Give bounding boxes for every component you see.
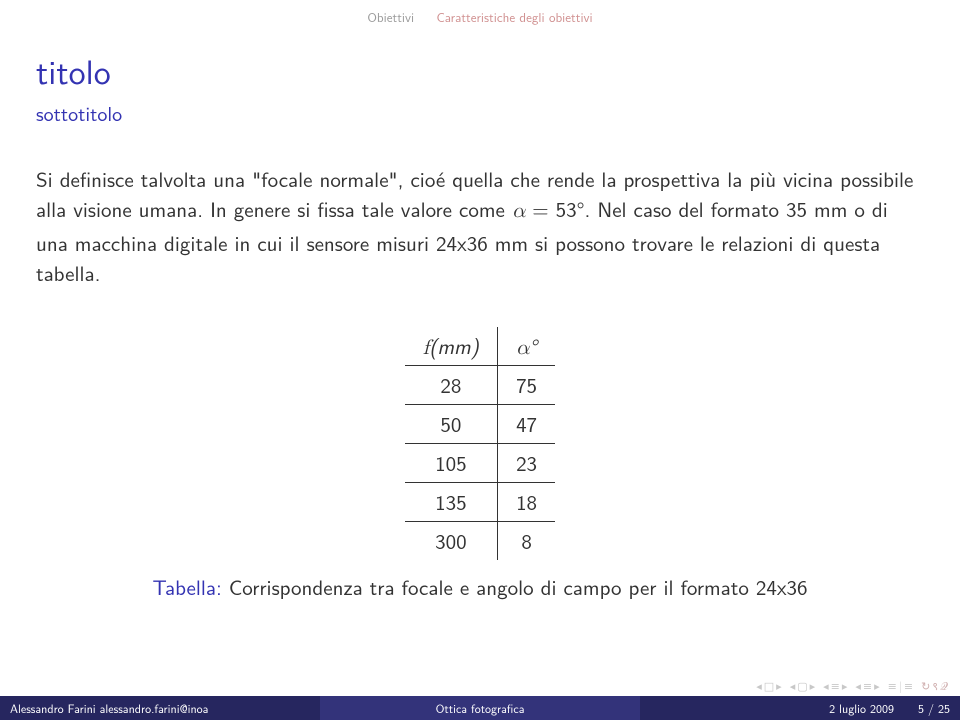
footer-date: 2 luglio 2009 5 / 25 [640, 696, 960, 720]
table-cell: 50 [405, 404, 498, 443]
footer-bar: Alessandro Farini alessandro.farini@inoa… [0, 696, 960, 720]
footer-author: Alessandro Farini alessandro.farini@inoa [0, 696, 320, 720]
nav-next-icon[interactable]: ◂≡▸ [855, 678, 881, 694]
caption-text: Corrispondenza tra focale e angolo di ca… [229, 572, 808, 602]
table-cell: 300 [405, 521, 498, 560]
focal-table: f(mm) α° 28 75 50 47 105 23 135 18 300 8 [405, 327, 555, 560]
table-cell: 18 [497, 482, 555, 521]
tab-active[interactable]: Obiettivi [367, 8, 414, 27]
slide-content: titolo sottotitolo Si definisce talvolta… [0, 27, 960, 602]
header-tabs: Obiettivi Caratteristiche degli obiettiv… [0, 0, 960, 27]
body-paragraph: Si definisce talvolta una "focale normal… [36, 164, 924, 289]
footer-title: Ottica fotografica [320, 696, 640, 720]
table-cell: 8 [497, 521, 555, 560]
table-cell: 105 [405, 443, 498, 482]
table-cell: 75 [497, 365, 555, 404]
nav-mode-icon[interactable]: ≡|≡ [888, 678, 916, 694]
table-cell: 135 [405, 482, 498, 521]
nav-prev-icon[interactable]: ◂▢▸ [790, 678, 817, 694]
table-cell: 47 [497, 404, 555, 443]
nav-loop-icon[interactable]: ↻९𝒬 [921, 678, 950, 694]
table-container: f(mm) α° 28 75 50 47 105 23 135 18 300 8 [36, 327, 924, 602]
table-cell: 23 [497, 443, 555, 482]
table-caption: Tabella: Corrispondenza tra focale e ang… [36, 572, 924, 602]
table-cell: 28 [405, 365, 498, 404]
nav-controls[interactable]: ◂□▸ ◂▢▸ ◂≡▸ ◂≡▸ ≡|≡ ↻९𝒬 [756, 678, 950, 694]
caption-label: Tabella: [152, 572, 221, 602]
col-header-alpha: α° [497, 327, 555, 366]
page-subtitle: sottotitolo [36, 99, 924, 128]
col-header-f: f(mm) [405, 327, 498, 366]
nav-up-icon[interactable]: ◂≡▸ [823, 678, 849, 694]
page-title: titolo [36, 45, 924, 95]
nav-first-icon[interactable]: ◂□▸ [756, 678, 783, 694]
tab-inactive[interactable]: Caratteristiche degli obiettivi [436, 8, 592, 27]
